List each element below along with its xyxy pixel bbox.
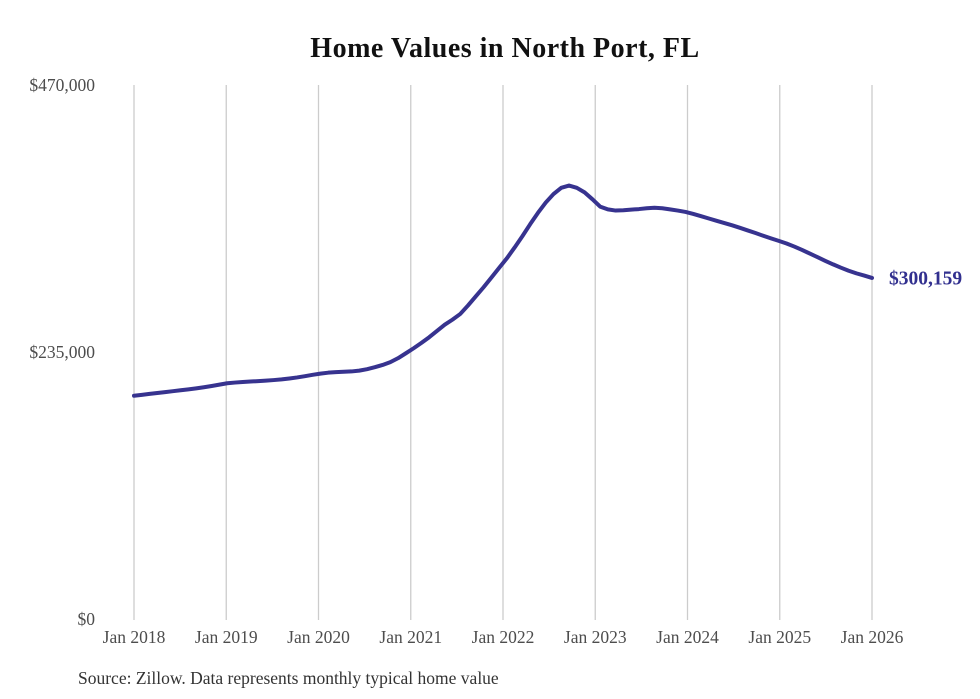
x-tick-label: Jan 2023 xyxy=(564,627,627,647)
x-tick-label: Jan 2024 xyxy=(656,627,719,647)
x-tick-label: Jan 2018 xyxy=(103,627,166,647)
x-tick-label: Jan 2022 xyxy=(472,627,535,647)
home-value-line xyxy=(132,183,874,398)
x-tick-label: Jan 2020 xyxy=(287,627,350,647)
x-tick-label: Jan 2025 xyxy=(748,627,811,647)
end-value-label: $300,159 xyxy=(889,268,962,289)
x-tick-label: Jan 2019 xyxy=(195,627,258,647)
source-note: Source: Zillow. Data represents monthly … xyxy=(78,668,499,688)
x-tick-label: Jan 2026 xyxy=(841,627,904,647)
y-tick-label: $0 xyxy=(78,609,96,629)
y-tick-label: $235,000 xyxy=(29,342,95,362)
chart-title: Home Values in North Port, FL xyxy=(310,33,700,64)
y-tick-label: $470,000 xyxy=(29,75,95,95)
x-tick-label: Jan 2021 xyxy=(379,627,442,647)
